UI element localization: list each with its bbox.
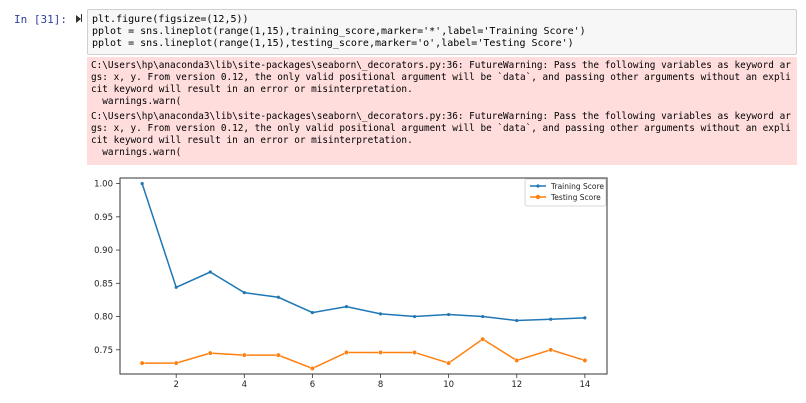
x-tick-label: 12 (511, 380, 522, 390)
x-axis: 2 4 6 8 10 12 14 (173, 374, 590, 390)
stderr-line: gs: x, y. From version 0.12, the only va… (91, 72, 791, 83)
data-point (514, 357, 520, 363)
stderr-line: gs: x, y. From version 0.12, the only va… (91, 123, 791, 134)
x-tick-label: 2 (173, 380, 178, 390)
y-axis: 0.75 0.80 0.85 0.90 0.95 1.00 (94, 180, 120, 356)
x-tick-label: 10 (443, 380, 454, 390)
data-point (139, 360, 145, 366)
legend: Training Score Testing Score (524, 178, 607, 207)
data-point (412, 350, 418, 355)
data-point (241, 352, 247, 358)
data-point (583, 316, 587, 320)
stderr-line: C:\Users\hp\anaconda3\lib\site-packages\… (91, 111, 791, 122)
data-point (310, 310, 315, 315)
y-tick-label: 0.95 (94, 213, 113, 223)
data-point (548, 347, 554, 353)
data-point (174, 285, 178, 289)
data-point (412, 314, 417, 319)
data-point (344, 304, 349, 309)
data-point (549, 317, 553, 321)
stderr-line: cit keyword will result in an error or m… (91, 135, 413, 146)
code-cell-input[interactable]: plt.figure(figsize=(12,5)) pplot = sns.l… (87, 9, 797, 55)
data-point (447, 312, 451, 317)
data-point (207, 350, 213, 356)
legend-label: Training Score (550, 182, 604, 191)
y-tick-label: 0.75 (94, 346, 113, 356)
data-point (309, 365, 315, 371)
data-point (378, 350, 383, 355)
legend-label: Testing Score (550, 193, 601, 202)
x-tick-label: 6 (310, 380, 315, 390)
y-tick-label: 0.90 (94, 246, 113, 256)
x-tick-label: 14 (579, 380, 590, 390)
cell-prompt: In [31]: (14, 13, 67, 26)
run-cell-bar (81, 14, 82, 22)
data-point (242, 291, 246, 295)
data-point (140, 181, 144, 186)
data-point (446, 360, 452, 366)
stderr-line: cit keyword will result in an error or m… (91, 84, 413, 95)
legend-box (524, 178, 607, 207)
y-tick-label: 0.85 (94, 279, 113, 289)
data-point (344, 350, 349, 355)
run-cell-icon[interactable] (76, 15, 81, 23)
stderr-line: warnings.warn( (91, 147, 182, 158)
data-point (515, 318, 519, 323)
y-tick-label: 0.80 (94, 313, 113, 323)
data-point (378, 312, 383, 316)
stderr-output: C:\Users\hp\anaconda3\lib\site-packages\… (87, 57, 797, 165)
plot-area-frame (119, 177, 608, 375)
data-point (173, 360, 179, 366)
data-point (480, 336, 486, 342)
stderr-line: warnings.warn( (91, 96, 182, 107)
stderr-line: C:\Users\hp\anaconda3\lib\site-packages\… (91, 60, 791, 71)
code-line-1: plt.figure(figsize=(12,5)) (92, 14, 249, 25)
series-line-testing (142, 338, 586, 370)
data-point (208, 270, 212, 274)
y-tick-label: 1.00 (94, 180, 113, 190)
code-line-2: pplot = sns.lineplot(range(1,15),trainin… (92, 26, 586, 37)
data-point (582, 357, 588, 363)
code-line-3: pplot = sns.lineplot(range(1,15),testing… (92, 38, 574, 49)
data-point (276, 295, 280, 299)
data-point (481, 314, 485, 319)
legend-marker (535, 194, 541, 200)
x-tick-label: 8 (378, 380, 383, 390)
data-point (275, 352, 281, 358)
series-line-training (141, 183, 585, 322)
series-group (139, 181, 588, 371)
x-tick-label: 4 (242, 380, 247, 390)
legend-marker (536, 184, 540, 188)
